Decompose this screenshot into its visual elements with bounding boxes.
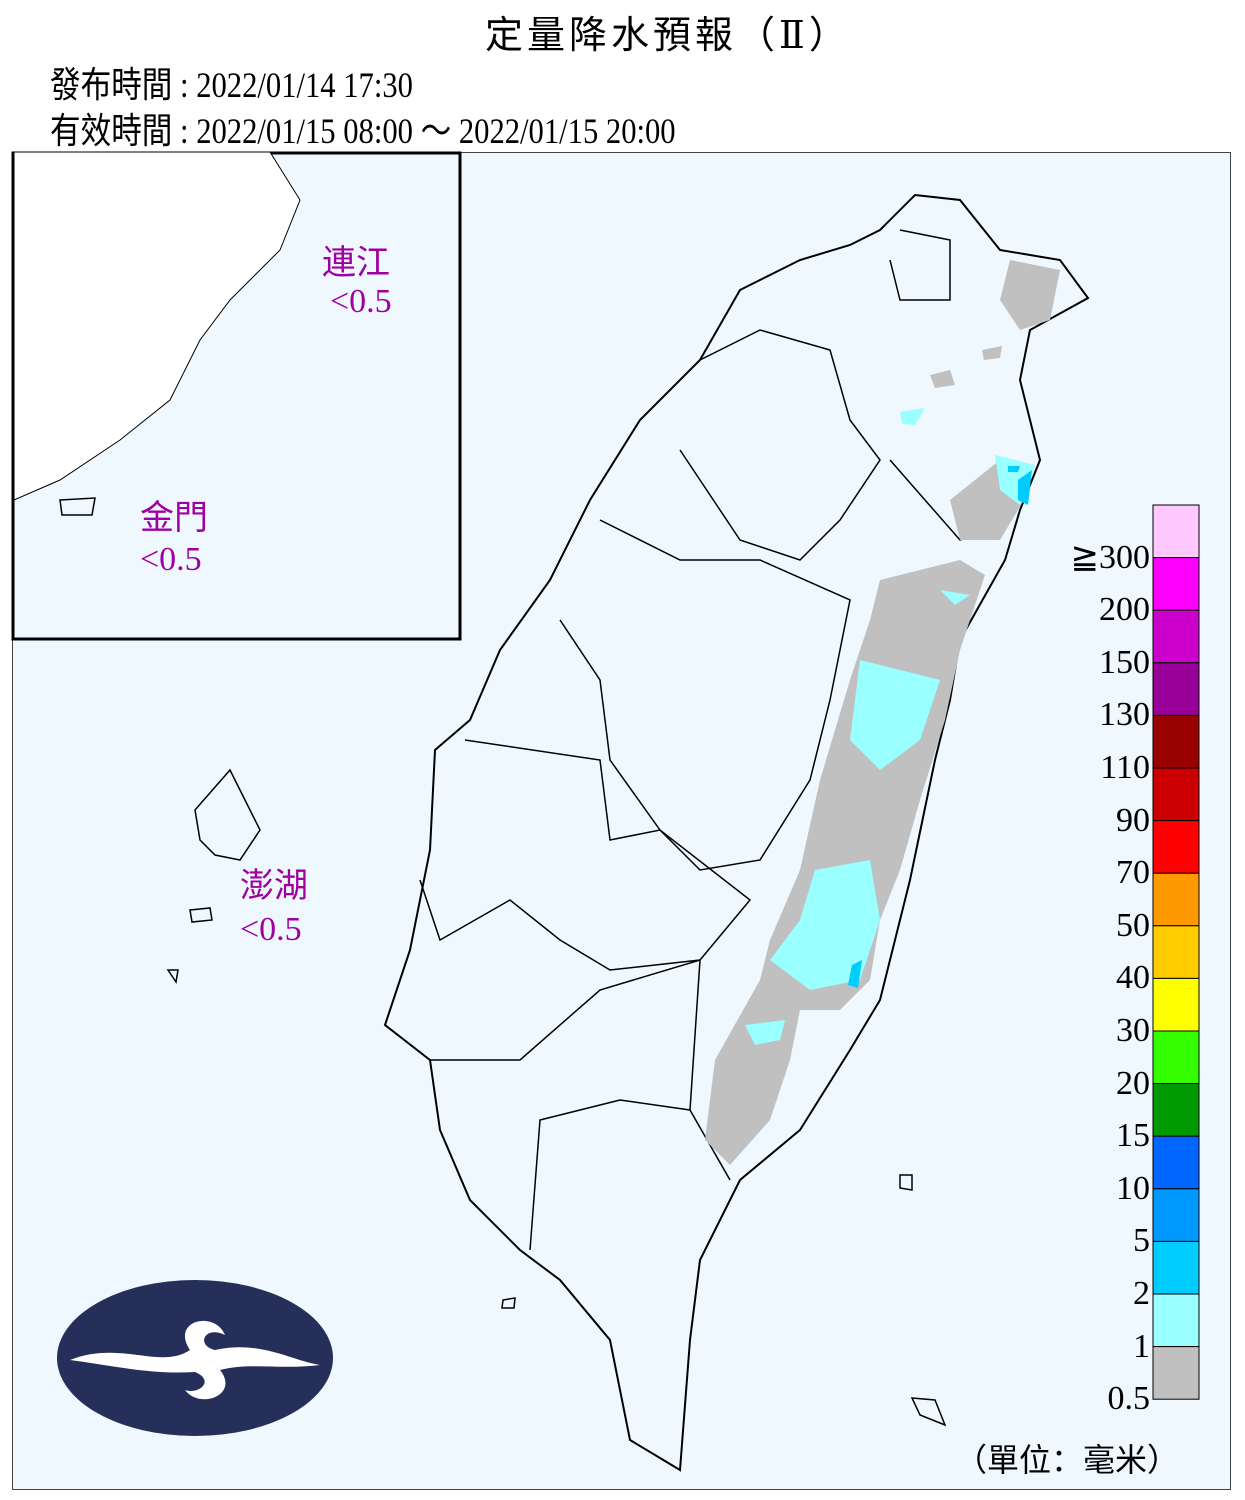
legend-label: 1: [1133, 1327, 1150, 1365]
legend-label: 200: [1099, 591, 1150, 629]
legend-label: 130: [1099, 696, 1150, 734]
legend-swatch: [1152, 1083, 1200, 1137]
legend-colorbar: [1152, 504, 1200, 1400]
legend-label: 5: [1133, 1222, 1150, 1260]
legend-swatch: [1152, 1135, 1200, 1190]
legend-label: 110: [1100, 749, 1150, 786]
rain-1-2: [745, 408, 1035, 1045]
taiwan-outline: [383, 193, 1090, 1472]
legend-label: 2: [1133, 1275, 1150, 1312]
legend-label: 40: [1116, 959, 1150, 997]
kinmen-value: <0.5: [140, 541, 202, 578]
legend-unit: （單位：毫米）: [955, 1441, 1180, 1479]
legend-swatch: [1152, 1346, 1200, 1400]
legend-label: 15: [1116, 1117, 1150, 1155]
lienchiang-name: 連江: [322, 245, 390, 282]
legend-swatch: [1152, 977, 1200, 1032]
legend-swatch: [1152, 609, 1200, 664]
legend-label: 0.5: [1107, 1380, 1151, 1418]
mainland-coast: [13, 151, 301, 501]
legend-label: 30: [1116, 1012, 1150, 1049]
legend-swatch: [1152, 504, 1200, 559]
legend-swatch: [1152, 557, 1200, 611]
legend-label: 70: [1116, 854, 1150, 892]
lienchiang-value: <0.5: [330, 283, 392, 320]
islands: [59, 497, 947, 1427]
legend-swatch: [1152, 872, 1200, 927]
legend-swatch: [1152, 1293, 1200, 1348]
legend-swatch: [1152, 1188, 1200, 1242]
cwb-logo: [57, 1280, 333, 1436]
legend-label: 50: [1116, 906, 1150, 944]
legend-label: 150: [1099, 643, 1150, 681]
penghu-name: 澎湖: [240, 868, 308, 905]
legend-swatch: [1152, 767, 1200, 822]
rain-2-5: [848, 466, 1032, 988]
legend-label: 90: [1116, 801, 1150, 839]
legend-label: 20: [1116, 1064, 1150, 1102]
penghu-value: <0.5: [240, 911, 302, 948]
legend-swatch: [1152, 1030, 1200, 1085]
kinmen-name: 金門: [140, 500, 208, 537]
issue-time: 發布時間 : 2022/01/14 17:30: [50, 65, 413, 105]
legend-label: ≧300: [1070, 538, 1151, 576]
valid-time: 有效時間 : 2022/01/15 08:00 ～ 2022/01/15 20:…: [50, 111, 676, 151]
legend-swatch: [1152, 714, 1200, 769]
legend-swatch: [1152, 925, 1200, 979]
legend-label: 10: [1116, 1169, 1150, 1207]
map-title: 定量降水預報（Ⅱ）: [485, 13, 851, 57]
legend-swatch: [1152, 1240, 1200, 1295]
legend-swatch: [1152, 662, 1200, 716]
legend-swatch: [1152, 820, 1200, 874]
